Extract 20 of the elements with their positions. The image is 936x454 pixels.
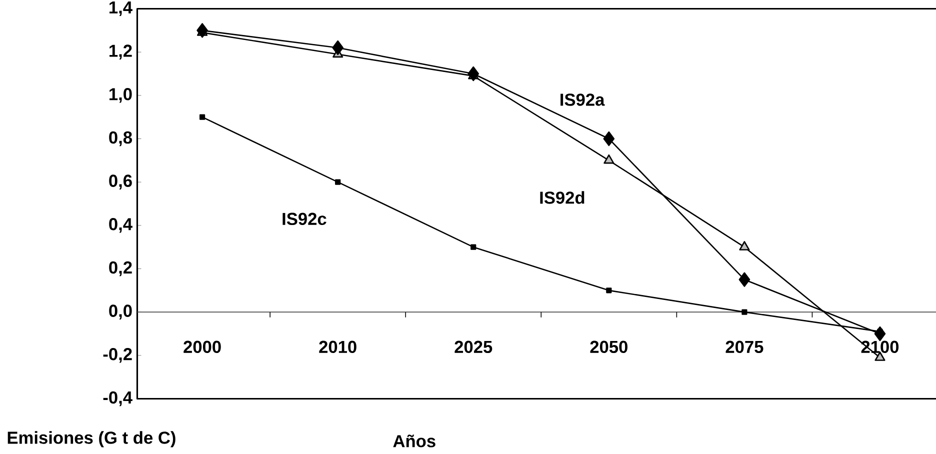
x-tick-label: 2010 [319, 340, 356, 354]
y-tick-label: 0,2 [109, 261, 132, 276]
x-tick-label: 2075 [726, 340, 764, 354]
x-tick-label: 2050 [590, 340, 628, 354]
y-tick-label: 0,8 [109, 131, 132, 146]
y-tick-label: 1,4 [110, 1, 132, 16]
y-tick-label: -0,2 [103, 348, 132, 363]
x-axis-title: Años [393, 434, 436, 448]
y-axis-title: Emisiones (G t de C) [8, 431, 176, 448]
series-label: IS92c [282, 212, 326, 226]
series-label: IS92a [560, 94, 605, 106]
y-tick-label: 1,0 [110, 88, 132, 103]
x-tick-label: 2000 [184, 340, 221, 354]
y-tick-label: -0,4 [103, 391, 132, 406]
y-tick-label: 0,4 [109, 218, 132, 233]
y-tick-label: 0,6 [109, 174, 132, 190]
y-tick-label: 0,0 [109, 304, 132, 320]
x-tick-label: 2025 [454, 340, 492, 354]
y-tick-label: 1,2 [110, 44, 132, 60]
series-label: IS92d [540, 191, 584, 204]
